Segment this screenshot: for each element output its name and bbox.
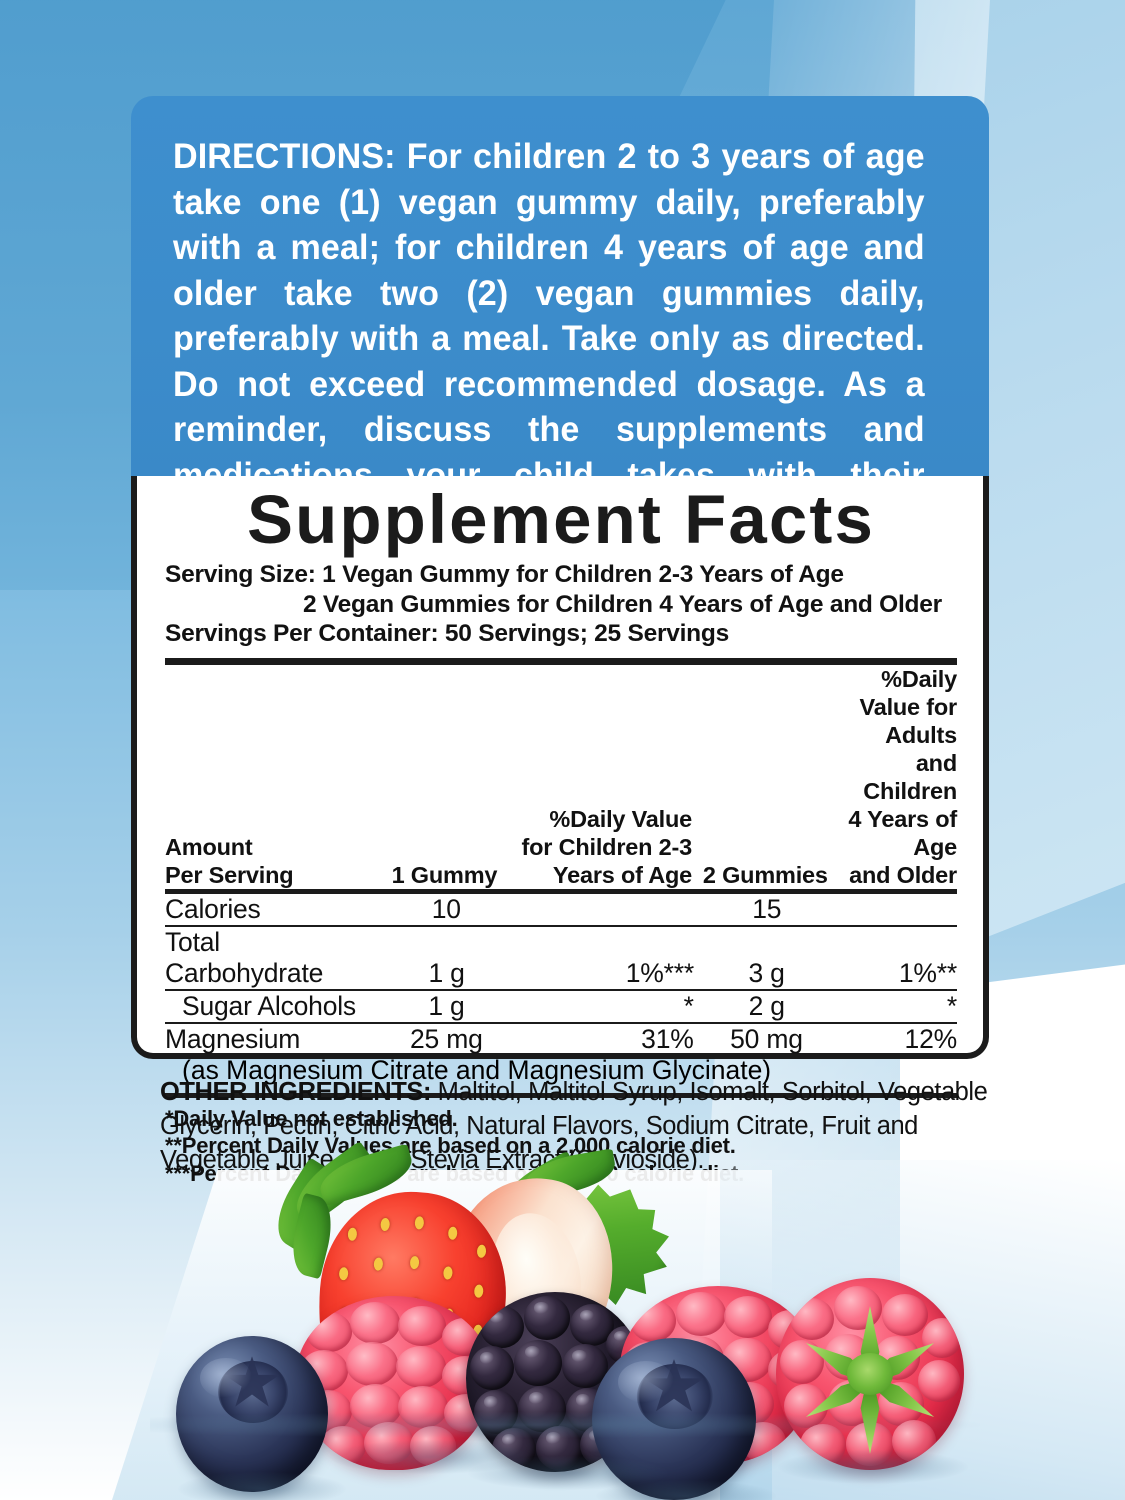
servings-per-container: Servings Per Container: 50 Servings; 25 … <box>165 620 729 647</box>
table-header-row: Amount Per Serving 1 Gummy %Daily Value … <box>165 665 957 889</box>
footnote-2: **Percent Daily Values are based on a 2,… <box>165 1133 736 1158</box>
berry-shadow <box>330 1440 530 1474</box>
row-dv-adults <box>840 894 957 925</box>
berry-shadow <box>178 1472 346 1500</box>
rule-row-2 <box>165 988 957 991</box>
nutrition-rows: Magnesium 25 mg 31% 50 mg 12% <box>165 1024 957 1055</box>
header-dv-children-line-3: Years of Age <box>552 861 692 888</box>
serving-size-line-2: 2 Vegan Gummies for Children 4 Years of … <box>303 590 942 618</box>
serving-information: Serving Size: 1 Vegan Gummy for Children… <box>165 560 957 649</box>
rule-header-bottom <box>165 888 957 894</box>
blueberry <box>592 1338 756 1500</box>
row-name: Total Carbohydrate <box>165 926 324 988</box>
row-dv-adults: 1%** <box>898 957 957 988</box>
rule-row-1 <box>165 924 957 927</box>
nutrition-rows: Sugar Alcohols 1 g * 2 g * <box>165 991 957 1022</box>
header-one-gummy: 1 Gummy <box>391 861 498 888</box>
header-dv-children-line-1: %Daily Value <box>549 805 692 832</box>
header-two-gummies: 2 Gummies <box>702 861 828 888</box>
rule-row-3 <box>165 1021 957 1024</box>
header-amount-line-2: Per Serving <box>165 861 294 888</box>
row-amount-1-gummy: 10 <box>431 893 461 924</box>
header-dv-children-line-2: for Children 2-3 <box>521 833 693 860</box>
directions-panel: DIRECTIONS: For children 2 to 3 years of… <box>131 96 989 540</box>
row-name: Calories <box>165 893 261 924</box>
row-dv-children <box>512 894 694 925</box>
row-amount-1-gummy: 1 g <box>428 990 465 1021</box>
header-dv-adults-line-3: 4 Years of Age <box>848 805 957 860</box>
row-name: Magnesium <box>165 1023 301 1054</box>
raspberry-top-view <box>776 1278 964 1470</box>
table-row: Magnesium 25 mg 31% 50 mg 12% <box>165 1024 957 1055</box>
magnesium-source: (as Magnesium Citrate and Magnesium Glyc… <box>182 1054 772 1085</box>
header-dv-adults-line-2: Adults and Children <box>863 721 957 804</box>
berry-shadow <box>778 1450 968 1484</box>
rule-top <box>165 657 957 665</box>
serving-size-line-1: Serving Size: 1 Vegan Gummy for Children… <box>165 561 844 588</box>
footnote-1: *Daily Value not established. <box>165 1105 458 1131</box>
berry-shadow <box>468 1456 668 1490</box>
row-amount-1-gummy: 25 mg <box>409 1023 483 1054</box>
raspberry <box>296 1296 492 1470</box>
header-dv-adults: %Daily Value for Adults and Children 4 Y… <box>839 665 957 889</box>
row-dv-children: * <box>683 990 694 1021</box>
row-dv-adults: * <box>946 990 957 1021</box>
other-ingredients-block: OTHER INGREDIENTS: Maltitol, Maltitol Sy… <box>160 1075 990 1177</box>
row-amount-1-gummy: 1 g <box>428 957 465 988</box>
raspberry-calyx <box>776 1278 964 1470</box>
nutrition-table: Amount Per Serving 1 Gummy %Daily Value … <box>165 665 957 889</box>
supplement-facts-panel: Supplement Facts Serving Size: 1 Vegan G… <box>131 476 989 1186</box>
blueberry-highlight <box>200 1357 252 1399</box>
row-name: Sugar Alcohols <box>182 990 356 1021</box>
header-amount-line-1: Amount <box>165 833 253 860</box>
floor-shadow <box>150 1412 980 1438</box>
row-amount-2-gummies: 2 g <box>748 990 785 1021</box>
row-dv-children: 31% <box>641 1023 694 1054</box>
blueberry <box>176 1336 328 1492</box>
berry-shadow <box>596 1480 776 1500</box>
header-dv-adults-line-4: and Older <box>849 861 957 888</box>
rule-footnotes-top <box>165 1092 957 1098</box>
row-dv-children: 1%*** <box>625 957 694 988</box>
row-amount-2-gummies: 50 mg <box>730 1023 803 1054</box>
row-dv-adults: 12% <box>904 1023 958 1054</box>
table-row: Calories 10 15 <box>165 894 957 925</box>
nutrition-rows: Calories 10 15 <box>165 894 957 925</box>
table-row: Total Carbohydrate 1 g 1%*** 3 g 1%** <box>165 927 957 989</box>
other-ingredients-text: Maltitol, Maltitol Syrup, Isomalt, Sorbi… <box>160 1078 988 1174</box>
table-row: Sugar Alcohols 1 g * 2 g * <box>165 991 957 1022</box>
blueberry-highlight <box>618 1360 674 1403</box>
header-dv-adults-line-1: %Daily Value for <box>859 665 958 720</box>
header-dv-children: %Daily Value for Children 2-3 Years of A… <box>510 665 693 889</box>
row-amount-2-gummies: 3 g <box>748 957 785 988</box>
header-amount-per-serving: Amount Per Serving <box>165 665 379 889</box>
berry-photo-group <box>0 1140 1125 1500</box>
other-ingredients-label: OTHER INGREDIENTS: <box>160 1078 431 1106</box>
supplement-facts-title: Supplement Facts <box>247 481 875 558</box>
nutrition-rows: Total Carbohydrate 1 g 1%*** 3 g 1%** <box>165 927 957 989</box>
row-amount-2-gummies: 15 <box>752 893 782 924</box>
